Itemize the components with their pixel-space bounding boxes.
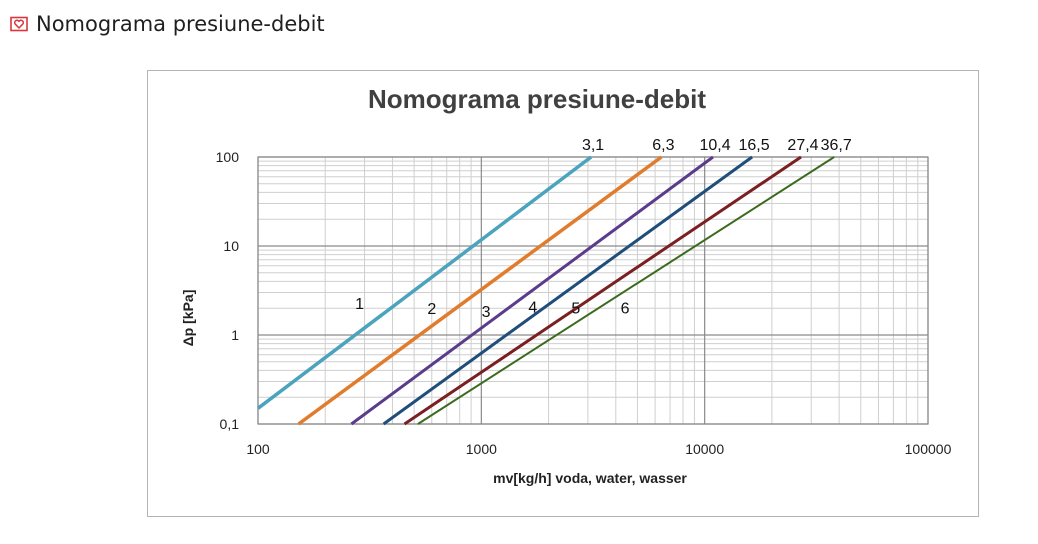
x-tick-label: 1000 (466, 441, 497, 457)
x-tick-label: 100 (246, 441, 270, 457)
nomogram-chart: Nomograma presiune-debit 3,1 6,3 10,4 16,5 2… (180, 84, 952, 486)
series-line-3 (350, 155, 714, 426)
grid (257, 156, 929, 425)
heart-certificate-icon (10, 15, 28, 33)
chart-frame: Nomograma presiune-debit 3,1 6,3 10,4 16,5 2… (147, 70, 979, 517)
plot-area (258, 157, 928, 424)
series-end-label: 10,4 (699, 137, 730, 154)
y-tick-label: 1 (231, 327, 239, 343)
series-number-label: 1 (355, 296, 364, 313)
series-line-4 (382, 155, 753, 426)
series-end-label: 3,1 (582, 137, 604, 154)
x-tick-label: 10000 (685, 441, 724, 457)
series-number-label: 5 (571, 300, 580, 317)
page-title: Nomograma presiune-debit (36, 12, 325, 36)
y-axis-title: Δp [kPa] (180, 290, 196, 347)
chart-title: Nomograma presiune-debit (368, 84, 706, 114)
series-end-label: 16,5 (738, 137, 769, 154)
x-tick-label: 100000 (905, 441, 952, 457)
y-tick-label: 10 (223, 238, 239, 254)
series-line-2 (297, 155, 663, 426)
series-number-label: 4 (528, 299, 537, 316)
series-line-1 (256, 155, 593, 410)
x-axis-title: mv[kg/h] voda, water, wasser (493, 470, 687, 486)
series-line-6 (417, 156, 835, 425)
series-labels: 3,1 6,3 10,4 16,5 27,4 36,7 1 2 3 4 5 6 (355, 137, 852, 321)
plot-border (257, 156, 929, 425)
series-end-label: 27,4 (787, 137, 818, 154)
y-tick-label: 100 (216, 149, 240, 165)
axis-ticks: 100 1000 10000 100000 0,1 1 10 100 (216, 149, 952, 457)
series-number-label: 3 (482, 304, 491, 321)
series-lines (256, 155, 835, 426)
series-end-label: 6,3 (652, 137, 674, 154)
series-line-5 (403, 155, 802, 426)
series-number-label: 6 (621, 300, 630, 317)
series-end-label: 36,7 (821, 137, 852, 154)
page-header: Nomograma presiune-debit (10, 12, 325, 36)
y-tick-label: 0,1 (220, 416, 240, 432)
series-number-label: 2 (427, 301, 436, 318)
